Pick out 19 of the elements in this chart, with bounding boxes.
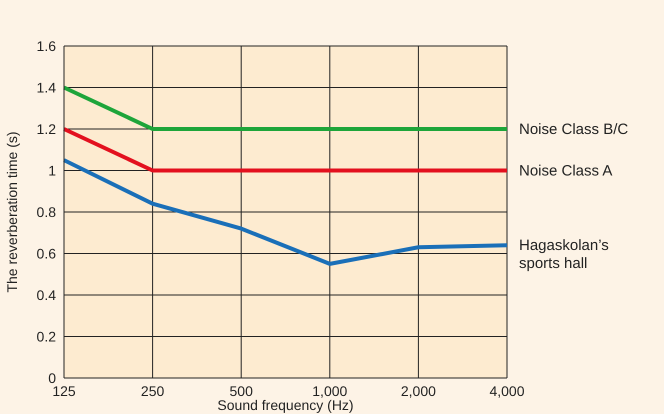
series-label: Noise Class B/C: [519, 121, 628, 138]
y-tick-label: 0.2: [36, 328, 56, 344]
series-label: Noise Class A: [519, 162, 612, 180]
y-tick-label: 0.4: [36, 286, 56, 303]
x-tick-label: 1,000: [312, 382, 348, 399]
y-tick-label: 1.6: [36, 38, 56, 54]
series-label: Hagaskolan’s sports hall: [519, 237, 609, 272]
y-tick-label: 0.6: [36, 245, 56, 262]
y-tick-label: 1: [48, 162, 56, 178]
x-axis-title: Sound frequency (Hz): [217, 397, 354, 413]
x-tick-label: 250: [140, 382, 164, 399]
y-axis-title: The reverberation time (s): [4, 131, 20, 293]
line-series: [62, 158, 509, 266]
y-tick-label: 0.8: [36, 204, 56, 220]
x-tick-label: 2,000: [400, 382, 436, 399]
x-tick-label: 4,000: [489, 382, 525, 399]
x-tick-label: 500: [230, 382, 254, 399]
y-tick-label: 1.4: [36, 79, 56, 96]
y-tick-label: 1.2: [36, 120, 56, 137]
